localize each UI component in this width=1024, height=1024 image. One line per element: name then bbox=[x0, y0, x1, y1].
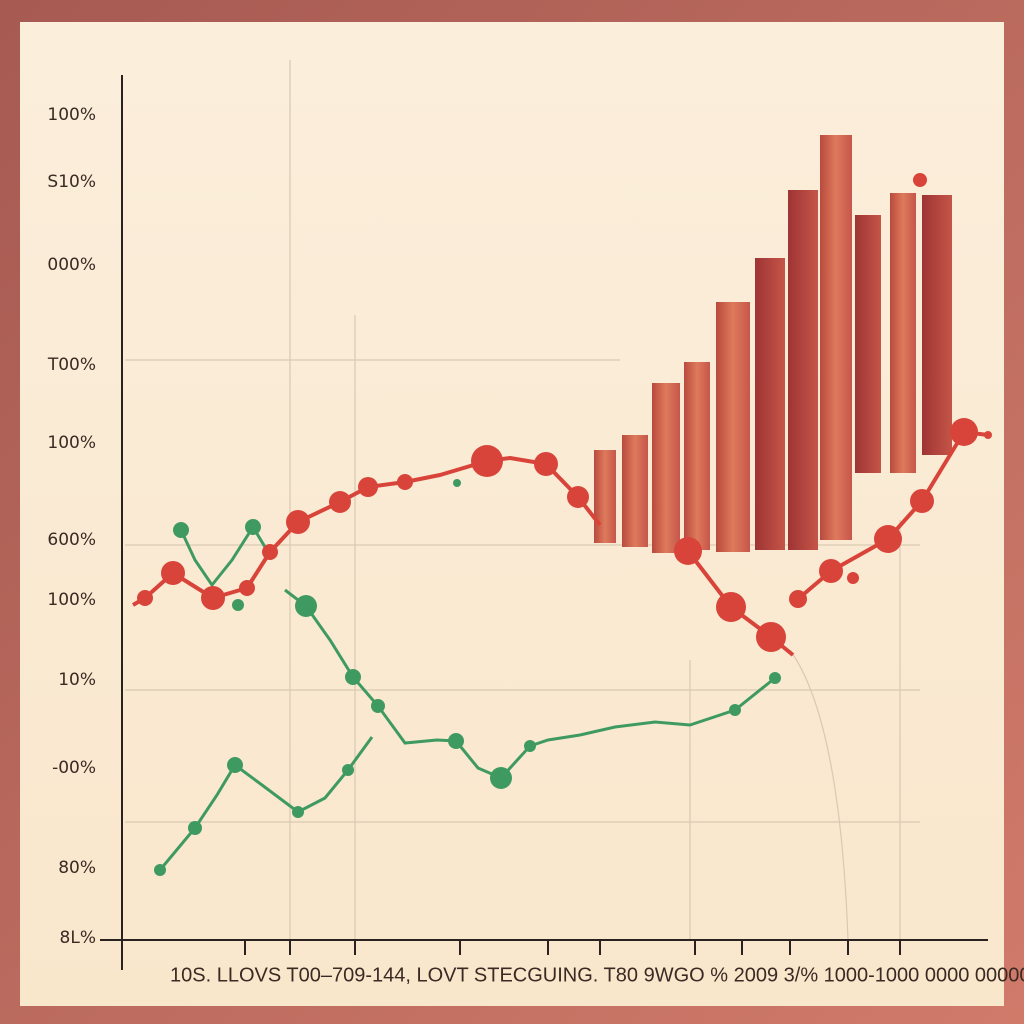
bar bbox=[820, 135, 852, 540]
y-label: 100% bbox=[47, 433, 96, 453]
y-label: 8L% bbox=[60, 928, 96, 948]
bar bbox=[652, 383, 680, 553]
y-label: 600% bbox=[47, 530, 96, 550]
bar bbox=[855, 215, 881, 473]
bar bbox=[755, 258, 785, 550]
bar bbox=[716, 302, 750, 552]
y-label: S10% bbox=[47, 172, 96, 192]
bars bbox=[594, 135, 952, 553]
bar bbox=[890, 193, 916, 473]
red-points bbox=[137, 418, 992, 652]
bar bbox=[594, 450, 616, 543]
y-label: 000% bbox=[47, 255, 96, 275]
y-label: -00% bbox=[52, 758, 96, 778]
bar bbox=[788, 190, 818, 550]
y-labels: 100% S10% 000% T00% 100% 600% 100% 10% -00% 80% 8L… bbox=[47, 105, 96, 948]
bar bbox=[684, 362, 710, 550]
green-points bbox=[154, 479, 781, 876]
y-label: T00% bbox=[47, 355, 96, 375]
y-label: 10% bbox=[58, 670, 96, 690]
y-label: 80% bbox=[58, 858, 96, 878]
grid bbox=[125, 60, 920, 941]
y-label: 100% bbox=[47, 105, 96, 125]
axes bbox=[100, 75, 988, 970]
y-label: 100% bbox=[47, 590, 96, 610]
panel bbox=[20, 22, 1004, 1006]
bar bbox=[922, 195, 952, 455]
x-caption: 10S. LLOVS T00–709-144, LOVT STECGUING. … bbox=[170, 964, 1024, 986]
bar bbox=[622, 435, 648, 547]
dot bbox=[913, 173, 927, 187]
